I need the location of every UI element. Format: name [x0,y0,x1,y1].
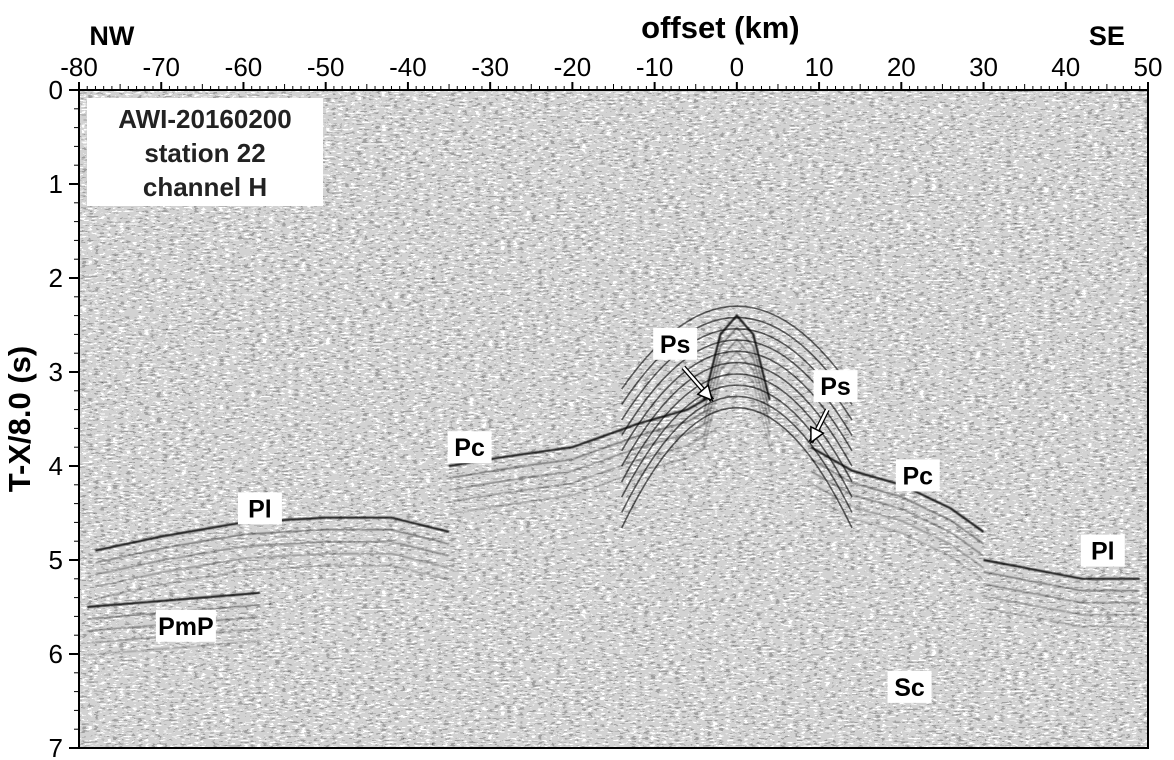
arrival-events [87,305,1140,656]
phase-label-bg [653,327,698,360]
arrival-coda [810,494,984,581]
arrival-event [87,591,260,609]
arrival-coda [983,571,1140,592]
arrow-head [810,425,825,445]
x-tick-label: -70 [142,52,180,82]
arrival-coda [703,362,771,449]
x-axis: -80 -70 -60 -50 -40 -30 -20 -10 0 10 20 30 40 50 [60,52,1162,90]
y-tick-label: 7 [49,733,63,760]
arrival-coda [810,482,984,569]
x-tick-label: 50 [1134,52,1163,82]
arrival-coda [95,528,450,564]
x-tick-label: 10 [805,52,834,82]
direction-label-nw: NW [89,21,134,51]
x-tick-label: -10 [636,52,674,82]
info-box-background [87,98,323,206]
y-tick-label: 5 [49,545,63,575]
arrival-coda [448,418,713,491]
phase-label-bg [895,459,940,492]
arrival-event [448,394,713,468]
arrival-event [983,558,1140,580]
phase-label-pmp: PmP [158,613,214,641]
arrival-event [95,516,450,552]
x-tick-label: 40 [1051,52,1080,82]
phase-label-sc: Sc [894,674,925,702]
arrival-coda [703,326,771,413]
phase-annotations: Ps Ps Pc Pc Pl Pl PmP Sc [155,327,1125,703]
info-line-channel: channel H [143,172,267,202]
arrival-coda [983,607,1140,628]
direction-label-se: SE [1089,21,1125,51]
x-tick-label: 0 [730,52,744,82]
phase-label-bg [887,670,932,703]
phase-label-pc: Pc [454,434,485,462]
arrival-coda [983,583,1140,604]
arrow-head [696,383,714,402]
direct-arrival-hyperbola [621,327,853,421]
phase-label-ps: Ps [820,373,851,401]
x-tick-label: 30 [969,52,998,82]
arrival-coda [448,406,713,479]
x-tick-label: -30 [471,52,509,82]
arrival-coda [448,442,713,515]
phase-label-bg [1080,534,1125,567]
x-axis-title: offset (km) [641,10,799,45]
arrival-coda [983,595,1140,616]
station-info-box: AWI-20160200 station 22 channel H [87,98,323,206]
arrival-coda [448,430,713,503]
arrival-coda [810,458,984,545]
phase-label-bg [447,431,492,464]
phase-label-pl: Pl [248,495,272,523]
x-tick-label: -40 [389,52,427,82]
arrival-event [702,313,771,401]
arrival-coda [87,640,260,656]
arrival-coda [95,540,450,576]
phase-label-bg [813,370,858,403]
x-tick-label: -20 [554,52,592,82]
y-tick-label: 6 [49,639,63,669]
x-tick-label: 20 [887,52,916,82]
y-tick-label: 2 [49,263,63,293]
direct-arrival-hyperbola [620,406,853,529]
y-axis: 0 1 2 3 4 5 6 7 [49,75,79,760]
phase-label-ps: Ps [660,331,691,359]
direct-arrival-hyperbola [620,373,853,483]
x-tick-label: -80 [60,52,98,82]
arrival-coda [95,564,450,600]
direct-arrival-hyperbola [620,395,853,513]
y-tick-label: 0 [49,75,63,105]
arrival-coda [95,552,450,588]
y-tick-label: 3 [49,357,63,387]
info-line-station: station 22 [144,138,265,168]
x-tick-label: -50 [307,52,345,82]
phase-label-bg [237,492,282,525]
x-tick-label: -60 [225,52,263,82]
phase-label-bg [155,609,216,642]
direct-arrival-hyperbola [621,361,853,467]
y-axis-title: T-X/8.0 (s) [2,346,37,492]
phase-label-pl: Pl [1091,538,1115,566]
phase-label-pc: Pc [902,462,933,490]
info-line-survey: AWI-20160200 [118,104,291,134]
y-tick-label: 4 [49,451,63,481]
y-tick-label: 1 [49,169,63,199]
